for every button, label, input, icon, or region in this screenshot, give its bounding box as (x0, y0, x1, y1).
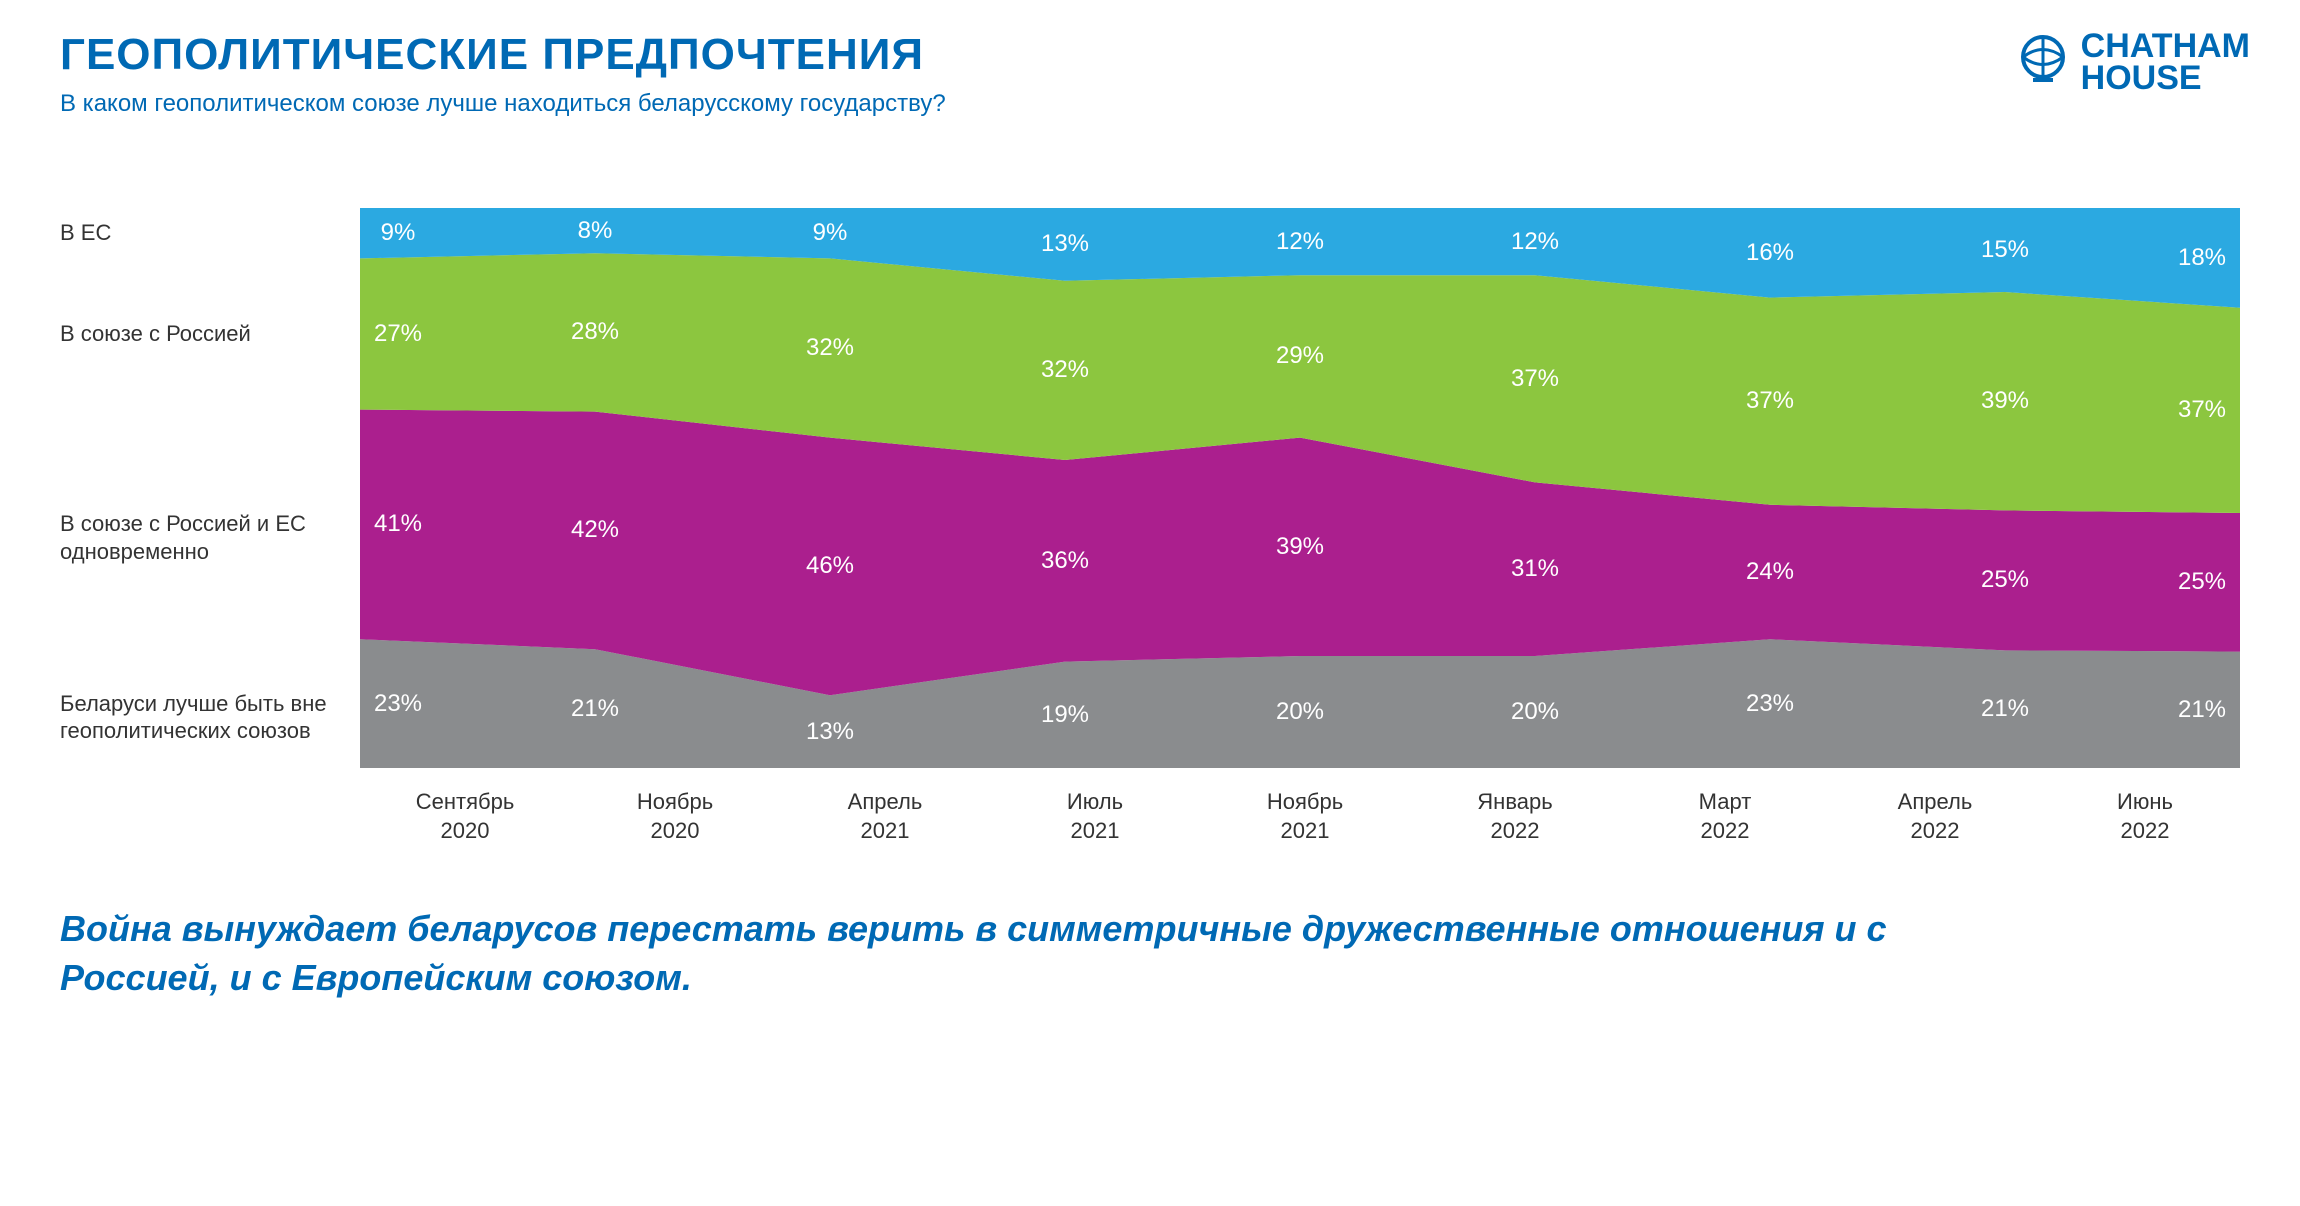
data-label: 15% (1981, 236, 2029, 264)
data-label: 37% (2178, 396, 2226, 424)
data-label: 21% (2178, 696, 2226, 724)
x-axis-label: Апрель2022 (1830, 788, 2040, 845)
header: ГЕОПОЛИТИЧЕСКИЕ ПРЕДПОЧТЕНИЯ В каком гео… (60, 30, 2250, 118)
data-label: 36% (1041, 547, 1089, 575)
x-axis-labels: Сентябрь2020Ноябрь2020Апрель2021Июль2021… (360, 788, 2250, 845)
series-label: Беларуси лучше быть вне геополитических … (60, 690, 340, 745)
data-label: 25% (2178, 568, 2226, 596)
series-labels: В ЕС В союзе с Россией В союзе с Россией и… (60, 208, 360, 768)
data-label: 12% (1276, 228, 1324, 256)
page-title: ГЕОПОЛИТИЧЕСКИЕ ПРЕДПОЧТЕНИЯ (60, 30, 946, 80)
data-label: 20% (1511, 698, 1559, 726)
data-label: 39% (1276, 533, 1324, 561)
x-axis-label: Апрель2021 (780, 788, 990, 845)
data-label: 9% (813, 219, 848, 247)
data-label: 42% (571, 516, 619, 544)
data-label: 46% (806, 552, 854, 580)
data-label: 28% (571, 318, 619, 346)
data-label: 32% (1041, 356, 1089, 384)
x-axis-label: Июнь2022 (2040, 788, 2250, 845)
data-label: 25% (1981, 566, 2029, 594)
data-label: 41% (374, 510, 422, 538)
series-label: В союзе с Россией и ЕС одновременно (60, 510, 340, 565)
stacked-area-chart: 23% 21% 13% 19% 20% 20% 23% 21% 21% 41% 42% 46% 36% 3… (360, 208, 2250, 768)
title-block: ГЕОПОЛИТИЧЕСКИЕ ПРЕДПОЧТЕНИЯ В каком гео… (60, 30, 946, 118)
chatham-house-logo: CHATHAM HOUSE (2015, 30, 2250, 95)
footer-note: Война вынуждает беларусов перестать вери… (60, 905, 1960, 1002)
logo-text: CHATHAM HOUSE (2081, 30, 2250, 95)
data-label: 9% (381, 219, 416, 247)
data-label: 31% (1511, 555, 1559, 583)
x-axis-label: Март2022 (1620, 788, 1830, 845)
globe-icon (2015, 32, 2071, 93)
data-label: 23% (374, 690, 422, 718)
data-label: 12% (1511, 228, 1559, 256)
data-label: 21% (571, 695, 619, 723)
data-label: 29% (1276, 342, 1324, 370)
x-axis-label: Январь2022 (1410, 788, 1620, 845)
data-label: 16% (1746, 239, 1794, 267)
data-label: 32% (806, 334, 854, 362)
data-label: 18% (2178, 244, 2226, 272)
data-label: 37% (1746, 387, 1794, 415)
data-label: 23% (1746, 690, 1794, 718)
series-label: В ЕС (60, 219, 340, 247)
data-label: 21% (1981, 695, 2029, 723)
data-label: 20% (1276, 698, 1324, 726)
data-label: 13% (806, 718, 854, 746)
data-label: 13% (1041, 230, 1089, 258)
page-subtitle: В каком геополитическом союзе лучше нахо… (60, 90, 946, 118)
data-label: 27% (374, 320, 422, 348)
logo-text-bottom: HOUSE (2081, 62, 2250, 94)
data-label: 8% (578, 217, 613, 245)
data-label: 19% (1041, 701, 1089, 729)
x-axis-label: Ноябрь2020 (570, 788, 780, 845)
series-label: В союзе с Россией (60, 320, 340, 348)
x-axis-label: Сентябрь2020 (360, 788, 570, 845)
data-label: 39% (1981, 387, 2029, 415)
x-axis-label: Ноябрь2021 (1200, 788, 1410, 845)
logo-text-top: CHATHAM (2081, 30, 2250, 62)
chart-container: В ЕС В союзе с Россией В союзе с Россией и… (60, 208, 2250, 768)
x-axis-row: Сентябрь2020Ноябрь2020Апрель2021Июль2021… (60, 768, 2250, 845)
data-label: 24% (1746, 558, 1794, 586)
data-label: 37% (1511, 365, 1559, 393)
x-axis-label: Июль2021 (990, 788, 1200, 845)
